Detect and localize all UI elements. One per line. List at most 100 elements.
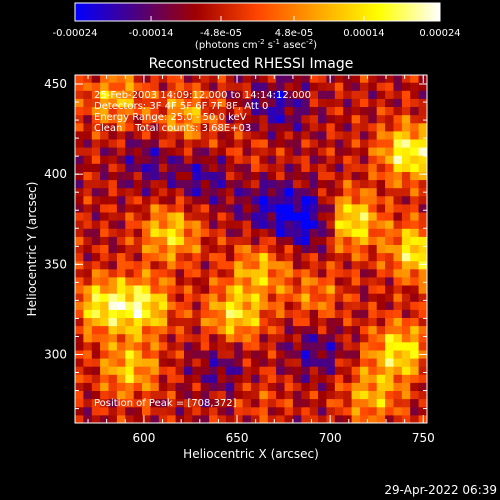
heatmap-cell xyxy=(410,293,420,302)
heatmap-cell xyxy=(401,268,411,278)
heatmap-cell xyxy=(184,309,193,318)
heatmap-cell xyxy=(133,179,143,189)
heatmap-cell xyxy=(83,155,93,164)
heatmap-cell xyxy=(225,244,235,254)
heatmap-cell xyxy=(192,179,202,189)
heatmap-cell xyxy=(175,374,185,383)
heatmap-cell xyxy=(158,114,168,124)
heatmap-cell xyxy=(75,98,84,107)
heatmap-cell xyxy=(133,268,143,278)
heatmap-cell xyxy=(125,276,135,286)
heatmap-cell xyxy=(334,130,344,140)
heatmap-cell xyxy=(292,195,302,205)
heatmap-cell xyxy=(259,374,269,383)
heatmap-cell xyxy=(217,122,227,132)
heatmap-cell xyxy=(276,414,285,423)
heatmap-cell xyxy=(418,276,427,286)
heatmap-cell xyxy=(225,236,235,245)
heatmap-cell xyxy=(251,317,260,327)
heatmap-cell xyxy=(334,212,344,221)
heatmap-cell xyxy=(410,366,420,375)
heatmap-cell xyxy=(142,179,151,189)
heatmap-cell xyxy=(410,122,420,132)
x-tick-label: 600 xyxy=(132,431,155,445)
heatmap-cell xyxy=(251,390,260,400)
heatmap-cell xyxy=(401,301,411,310)
heatmap-cell xyxy=(242,155,252,164)
heatmap-cell xyxy=(360,285,369,294)
heatmap-cell xyxy=(292,358,302,367)
heatmap-cell xyxy=(343,268,353,278)
heatmap-cell xyxy=(334,252,344,262)
heatmap-cell xyxy=(133,147,143,156)
heatmap-cell xyxy=(217,414,227,423)
heatmap-cell xyxy=(133,366,143,375)
heatmap-cell xyxy=(175,236,185,245)
heatmap-cell xyxy=(259,139,269,148)
heatmap-cell xyxy=(418,147,427,156)
heatmap-cell xyxy=(217,285,227,294)
heatmap-cell xyxy=(292,147,302,156)
heatmap-cell xyxy=(259,82,269,91)
heatmap-cell xyxy=(167,122,177,132)
heatmap-cell xyxy=(401,220,411,229)
heatmap-cell xyxy=(418,90,427,99)
heatmap-cell xyxy=(158,252,168,262)
heatmap-cell xyxy=(301,195,311,205)
heatmap-cell xyxy=(410,390,420,400)
heatmap-cell xyxy=(184,82,193,91)
heatmap-cell xyxy=(267,203,277,213)
heatmap-cell xyxy=(125,414,135,423)
heatmap-cell xyxy=(276,155,285,164)
heatmap-cell xyxy=(351,82,361,91)
heatmap-cell xyxy=(200,325,210,335)
heatmap-cell xyxy=(301,130,311,140)
heatmap-cell xyxy=(326,82,336,91)
heatmap-cell xyxy=(175,220,185,229)
heatmap-cell xyxy=(276,398,285,408)
heatmap-cell xyxy=(309,390,319,400)
heatmap-cell xyxy=(410,333,420,343)
heatmap-cell xyxy=(292,285,302,294)
heatmap-cell xyxy=(100,228,109,237)
heatmap-cell xyxy=(192,139,202,148)
heatmap-cell xyxy=(75,285,84,294)
heatmap-cell xyxy=(360,163,369,172)
colorbar-unit-label: (photons cm-2 s-1 asec-2) xyxy=(195,38,317,51)
heatmap-cell xyxy=(125,179,135,189)
heatmap-cell xyxy=(368,358,378,367)
heatmap-cell xyxy=(401,139,411,148)
heatmap-cell xyxy=(410,163,420,172)
heatmap-cell xyxy=(175,358,185,367)
heatmap-cell xyxy=(116,82,126,91)
heatmap-cell xyxy=(351,317,361,327)
heatmap-cell xyxy=(209,285,218,294)
heatmap-cell xyxy=(318,155,327,164)
heatmap-cell xyxy=(142,301,151,310)
heatmap-cell xyxy=(385,325,394,335)
heatmap-cell xyxy=(326,179,336,189)
heatmap-cell xyxy=(234,285,244,294)
heatmap-cell xyxy=(150,333,160,343)
heatmap-cell xyxy=(267,155,277,164)
heatmap-cell xyxy=(351,106,361,116)
heatmap-cell xyxy=(83,390,93,400)
heatmap-cell xyxy=(368,414,378,423)
heatmap-cell xyxy=(108,390,118,400)
heatmap-cell xyxy=(301,139,311,148)
heatmap-cell xyxy=(158,309,168,318)
heatmap-cell xyxy=(334,366,344,375)
chart-title: Reconstructed RHESSI Image xyxy=(149,56,354,72)
heatmap-cell xyxy=(217,236,227,245)
heatmap-cell xyxy=(292,390,302,400)
heatmap-cell xyxy=(385,236,394,245)
heatmap-cell xyxy=(83,220,93,229)
heatmap-cell xyxy=(150,236,160,245)
heatmap-cell xyxy=(292,268,302,278)
heatmap-cell xyxy=(259,382,269,391)
heatmap-cell xyxy=(410,179,420,189)
heatmap-cell xyxy=(108,106,118,116)
heatmap-cell xyxy=(334,220,344,229)
heatmap-cell xyxy=(301,187,311,197)
heatmap-cell xyxy=(309,82,319,91)
